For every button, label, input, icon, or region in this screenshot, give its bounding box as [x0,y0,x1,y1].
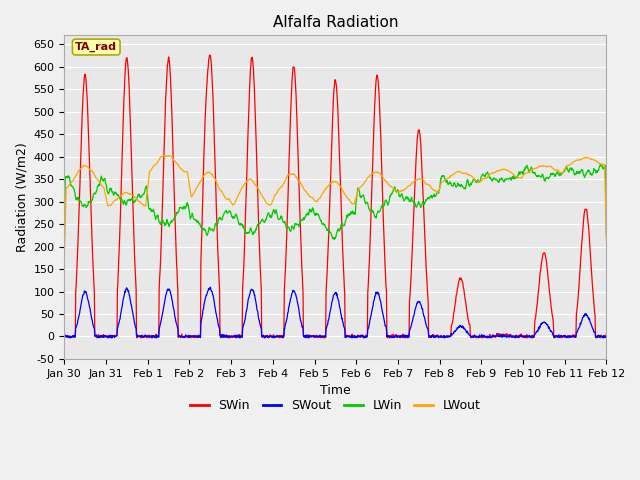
LWin [330,237,338,242]
SWout [513,334,520,339]
Text: TA_rad: TA_rad [76,42,117,52]
SWin [205,52,213,58]
LWout [602,238,610,244]
SWin [66,335,74,341]
Legend: SWin, SWout, LWin, LWout: SWin, SWout, LWin, LWout [185,395,486,418]
SWout [567,334,575,340]
SWin [567,333,575,339]
LWin [276,216,284,222]
Line: LWout: LWout [65,156,606,254]
LWin [360,195,368,201]
LWout [61,251,68,257]
Y-axis label: Radiation (W/m2): Radiation (W/m2) [15,142,28,252]
LWin [527,167,534,172]
LWin [567,166,575,172]
SWout [602,335,610,340]
LWout [276,185,284,191]
SWin [414,128,422,134]
X-axis label: Time: Time [320,384,351,397]
LWout [512,174,520,180]
Title: Alfalfa Radiation: Alfalfa Radiation [273,15,398,30]
LWout [414,177,422,182]
LWout [567,161,575,167]
SWin [61,334,68,339]
LWin [61,236,68,242]
SWout [414,299,422,305]
LWin [512,174,520,180]
LWin [602,232,610,238]
SWin [361,335,369,341]
SWin [513,333,520,338]
Line: SWin: SWin [65,55,606,338]
SWout [276,334,284,339]
SWout [61,333,68,339]
LWin [596,161,604,167]
Line: LWin: LWin [65,164,606,240]
SWin [276,333,284,339]
LWout [161,153,169,158]
SWout [527,333,534,339]
LWout [527,168,534,174]
SWin [527,334,534,339]
SWin [602,331,610,337]
SWout [361,335,369,340]
SWout [207,284,214,290]
SWout [105,335,113,341]
Line: SWout: SWout [65,287,606,338]
LWout [360,180,368,186]
LWin [414,202,422,207]
